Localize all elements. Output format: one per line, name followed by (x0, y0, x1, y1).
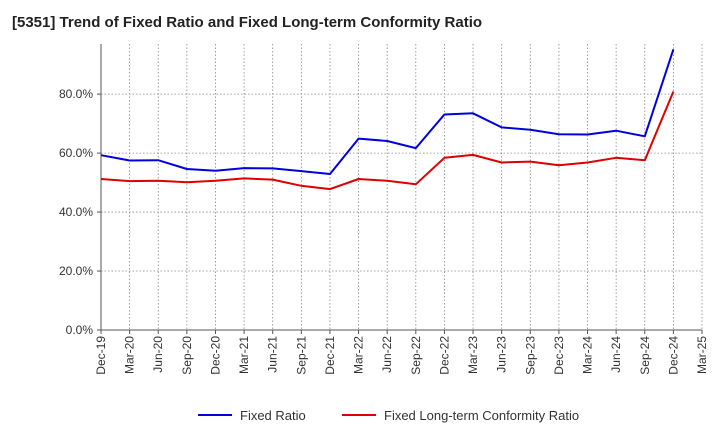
y-tick-label: 0.0% (66, 323, 94, 337)
x-tick-label: Dec-21 (323, 336, 337, 375)
x-tick-label: Jun-20 (151, 336, 165, 373)
x-tick-label: Mar-22 (352, 336, 366, 374)
series-line-conformity-ratio (100, 91, 675, 191)
y-tick-label: 60.0% (59, 146, 93, 160)
x-tick-label: Dec-20 (208, 336, 222, 375)
x-tick-label: Dec-22 (437, 336, 451, 375)
legend-label: Fixed Ratio (240, 408, 306, 423)
x-tick-label: Sep-22 (409, 336, 423, 375)
x-tick-label: Sep-20 (180, 336, 194, 375)
x-tick-label: Sep-23 (523, 336, 537, 375)
x-tick-label: Dec-24 (666, 336, 680, 375)
x-tick-label: Jun-23 (495, 336, 509, 373)
plot-area (101, 44, 702, 330)
x-tick-label: Mar-23 (466, 336, 480, 374)
y-tick-label: 20.0% (59, 264, 93, 278)
x-tick-label: Jun-22 (380, 336, 394, 373)
x-tick-label: Jun-21 (266, 336, 280, 373)
y-tick-label: 80.0% (59, 87, 93, 101)
x-tick-label: Sep-24 (638, 336, 652, 375)
x-tick-label: Dec-19 (94, 336, 108, 375)
x-tick-label: Jun-24 (609, 336, 623, 373)
series-line-fixed-ratio (100, 48, 675, 175)
chart-title: [5351] Trend of Fixed Ratio and Fixed Lo… (12, 14, 483, 31)
x-tick-label: Sep-21 (294, 336, 308, 375)
legend-label: Fixed Long-term Conformity Ratio (384, 408, 579, 423)
x-tick-label: Mar-21 (237, 336, 251, 374)
x-tick-label: Dec-23 (552, 336, 566, 375)
x-tick-label: Mar-25 (695, 336, 709, 374)
x-tick-label: Mar-20 (123, 336, 137, 374)
x-tick-label: Mar-24 (581, 336, 595, 374)
y-tick-label: 40.0% (59, 205, 93, 219)
